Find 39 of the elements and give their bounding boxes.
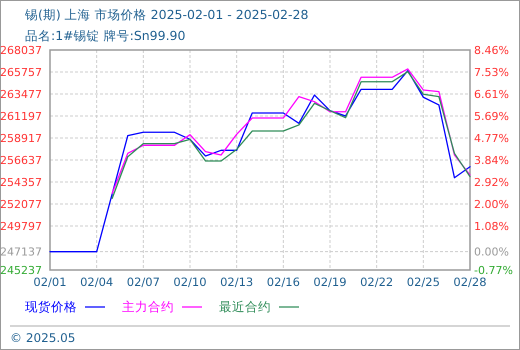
y2-tick-label: -0.77% xyxy=(474,264,513,277)
x-tick-label: 02/28 xyxy=(453,275,487,289)
x-tick-label: 02/13 xyxy=(220,275,254,289)
x-tick-label: 02/04 xyxy=(80,275,114,289)
line-series xyxy=(49,70,471,252)
y-tick-label: 268037 xyxy=(0,44,42,57)
y2-tick-label: 2.92% xyxy=(474,176,509,190)
text: © 2025.05 xyxy=(10,331,76,345)
y-tick-label: 247137 xyxy=(0,246,42,259)
y-tick-label: 261197 xyxy=(0,110,42,123)
y2-tick-label: 1.08% xyxy=(474,220,509,233)
y2-tick-label: 0.00% xyxy=(474,246,509,259)
legend-label: 现货价格 xyxy=(25,299,77,314)
y2-tick-label: 5.69% xyxy=(474,110,509,124)
x-tick-label: 02/07 xyxy=(126,275,160,289)
y2-tick-label: 7.53% xyxy=(474,66,509,80)
x-tick-label: 02/25 xyxy=(406,275,440,289)
y-tick-label: 252077 xyxy=(0,198,42,211)
y2-tick-label: 2.00% xyxy=(474,198,509,211)
y2-tick-label: 3.84% xyxy=(474,154,509,168)
x-tick-label: 02/22 xyxy=(360,275,394,289)
y-tick-label: 258917 xyxy=(0,132,42,145)
legend-label: 最近合约 xyxy=(219,299,271,314)
y2-tick-label: 8.46% xyxy=(474,44,509,57)
y2-tick-label: 4.77% xyxy=(474,132,509,145)
y-tick-label: 245237 xyxy=(0,264,42,277)
x-tick-label: 02/19 xyxy=(313,275,347,289)
x-tick-label: 02/01 xyxy=(33,275,67,289)
y-tick-label: 263477 xyxy=(0,88,42,101)
y-tick-label: 254357 xyxy=(0,176,42,189)
chart-title: 锡(期) 上海 市场价格 2025-02-01 - 2025-02-28 xyxy=(24,7,308,22)
legend-label: 主力合约 xyxy=(122,299,174,314)
y-tick-label: 256637 xyxy=(0,154,42,167)
x-tick-label: 02/10 xyxy=(173,275,207,289)
x-tick-label: 02/16 xyxy=(266,275,300,289)
y-tick-label: 249797 xyxy=(0,220,42,233)
y-tick-label: 265757 xyxy=(0,66,42,79)
chart-subtitle: 品名:1#锡锭 牌号:Sn99.90 xyxy=(25,28,186,43)
y2-tick-label: 6.61% xyxy=(474,88,509,102)
